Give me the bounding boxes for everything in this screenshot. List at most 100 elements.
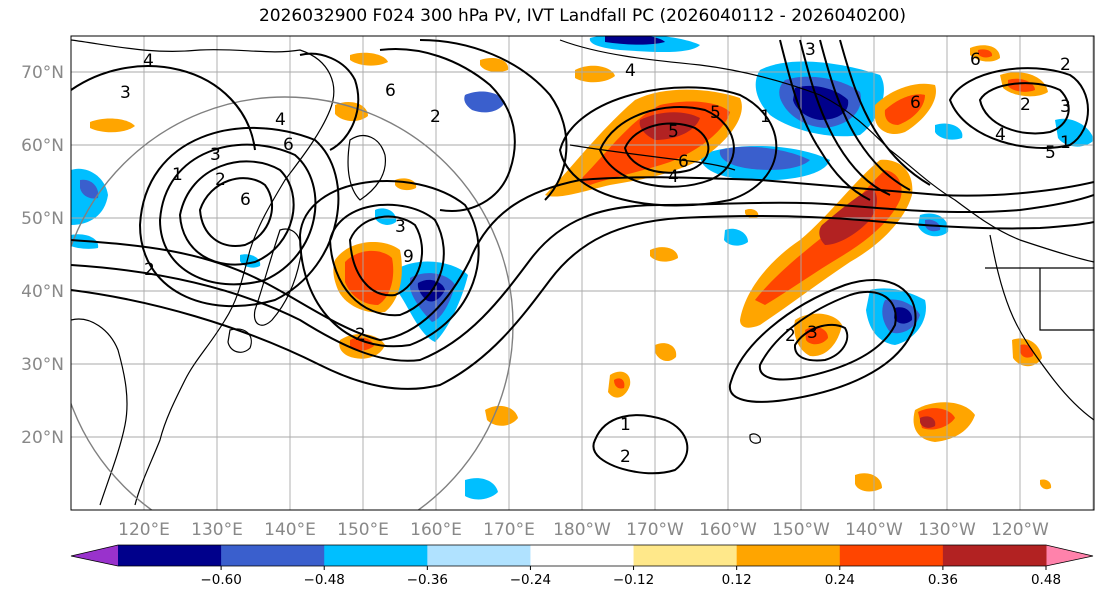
- pv-positive-core: [884, 94, 925, 125]
- longitude-labels: 120°E 130°E 140°E 150°E 160°E 170°E 180°…: [118, 520, 1049, 540]
- pv-negative-region: [935, 123, 963, 140]
- lon-label: 140°W: [845, 520, 903, 540]
- contour-label: 1: [172, 165, 183, 185]
- contour-line: [819, 39, 911, 191]
- contour-label: 3: [120, 83, 131, 103]
- contour-line: [978, 82, 1070, 135]
- contour-line: [348, 215, 424, 297]
- lat-label: 50°N: [21, 209, 64, 229]
- contour-label-group: 4 3 2 1 2 3 6 6 4 2 3 9 5 6 4 2 2 3 4 5 …: [120, 40, 1071, 467]
- pv-positive-core: [1008, 78, 1035, 92]
- us-border: [985, 267, 1094, 331]
- contour-label: 1: [620, 415, 631, 435]
- pv-positive-region: [485, 405, 518, 426]
- contour-line: [779, 39, 871, 201]
- lon-label: 130°E: [191, 520, 243, 540]
- pv-positive-peak: [819, 188, 877, 245]
- contour-label: 2: [144, 260, 155, 280]
- kamchatka-coastline: [347, 135, 387, 201]
- lat-label: 20°N: [21, 428, 64, 448]
- contour-line: [158, 143, 317, 286]
- pv-positive-core: [805, 327, 828, 345]
- colorbar-tick-label: −0.24: [510, 572, 551, 588]
- contour-label: 2: [1020, 95, 1031, 115]
- colorbar-tick-label: −0.60: [200, 572, 241, 588]
- aleutians: [569, 144, 736, 171]
- contour-label: 6: [910, 93, 921, 113]
- pv-positive-core: [614, 378, 625, 389]
- pv-positive-core: [345, 250, 394, 305]
- colorbar-tick-label: −0.48: [304, 572, 345, 588]
- colorbar-segment: [118, 545, 222, 566]
- contour-label: 1: [1060, 133, 1071, 153]
- contour-line: [178, 160, 295, 266]
- pv-shading: [71, 36, 1094, 500]
- colorbar-extend-max: [1046, 545, 1093, 566]
- colorbar-tick-label: 0.36: [928, 572, 958, 588]
- colorbar-segment: [942, 545, 1047, 566]
- lon-label: 150°W: [772, 520, 830, 540]
- contour-line: [379, 48, 516, 212]
- contour-label: 3: [395, 217, 406, 237]
- contour-label: 4: [995, 125, 1006, 145]
- asia-coastline: [71, 318, 128, 506]
- colorbar-segment: [324, 545, 428, 566]
- contour-label: 5: [710, 103, 721, 123]
- contour-line: [558, 86, 778, 207]
- contour-label: 6: [678, 152, 689, 172]
- colorbar-segment: [839, 545, 944, 566]
- colorbar-tick-label: −0.12: [613, 572, 654, 588]
- contour-line: [623, 122, 710, 174]
- landfall-region-circle: [71, 96, 514, 510]
- contour-label: 2: [355, 325, 366, 345]
- colorbar-tick-label: 0.12: [722, 572, 752, 588]
- contour-label: 6: [970, 50, 981, 70]
- contour-label: 2: [1060, 55, 1071, 75]
- lat-label: 60°N: [21, 136, 64, 156]
- pv-negative-region: [464, 91, 505, 113]
- contour-line: [138, 127, 340, 308]
- contour-line: [198, 177, 274, 247]
- pv-positive-region: [335, 102, 368, 122]
- pv-negative-region: [724, 228, 748, 246]
- pv-negative-core: [80, 179, 99, 199]
- contour-label: 3: [1060, 97, 1071, 117]
- pv-positive-region: [350, 52, 388, 66]
- contour-line: [758, 290, 897, 381]
- contour-line: [71, 65, 256, 151]
- contour-line: [598, 106, 735, 188]
- lat-label: 30°N: [21, 355, 64, 375]
- contour-label: 4: [275, 110, 286, 130]
- colorbar: −0.60 −0.48 −0.36 −0.24 −0.12 0.12 0.24 0.36 0.4…: [70, 544, 1094, 588]
- pv-positive-core: [978, 49, 993, 58]
- contour-line: [948, 67, 1089, 149]
- colorbar-extend-min: [71, 545, 118, 566]
- colorbar-tick-label: 0.24: [825, 572, 855, 588]
- lon-label: 170°E: [483, 520, 535, 540]
- lat-label: 40°N: [21, 282, 64, 302]
- lon-label: 160°W: [699, 520, 757, 540]
- colorbar-segment: [221, 545, 325, 566]
- colorbar-segment: [530, 545, 635, 566]
- lon-label: 120°E: [118, 520, 170, 540]
- map-plot: 4 3 2 1 2 3 6 6 4 2 3 9 5 6 4 2 2 3 4 5 …: [71, 36, 1094, 510]
- contour-line: [71, 176, 1094, 342]
- contour-label: 2: [430, 107, 441, 127]
- pv-positive-region: [855, 473, 882, 492]
- contour-line: [419, 39, 568, 201]
- contour-line: [799, 39, 891, 196]
- colorbar-tick-label: −0.36: [407, 572, 448, 588]
- pv-positive-core: [350, 337, 374, 351]
- latitude-labels: 70°N 60°N 50°N 40°N 30°N 20°N: [21, 63, 64, 448]
- contour-label: 5: [1045, 143, 1056, 163]
- pv-positive-region: [90, 118, 135, 133]
- map-frame: [70, 35, 1095, 511]
- pv-negative-core: [719, 146, 810, 170]
- colorbar-segment: [427, 545, 531, 566]
- contour-label: 4: [625, 61, 636, 81]
- pv-positive-region: [650, 247, 678, 262]
- contour-label: 6: [240, 190, 251, 210]
- pv-positive-peak: [920, 416, 936, 428]
- lon-label: 160°E: [410, 520, 462, 540]
